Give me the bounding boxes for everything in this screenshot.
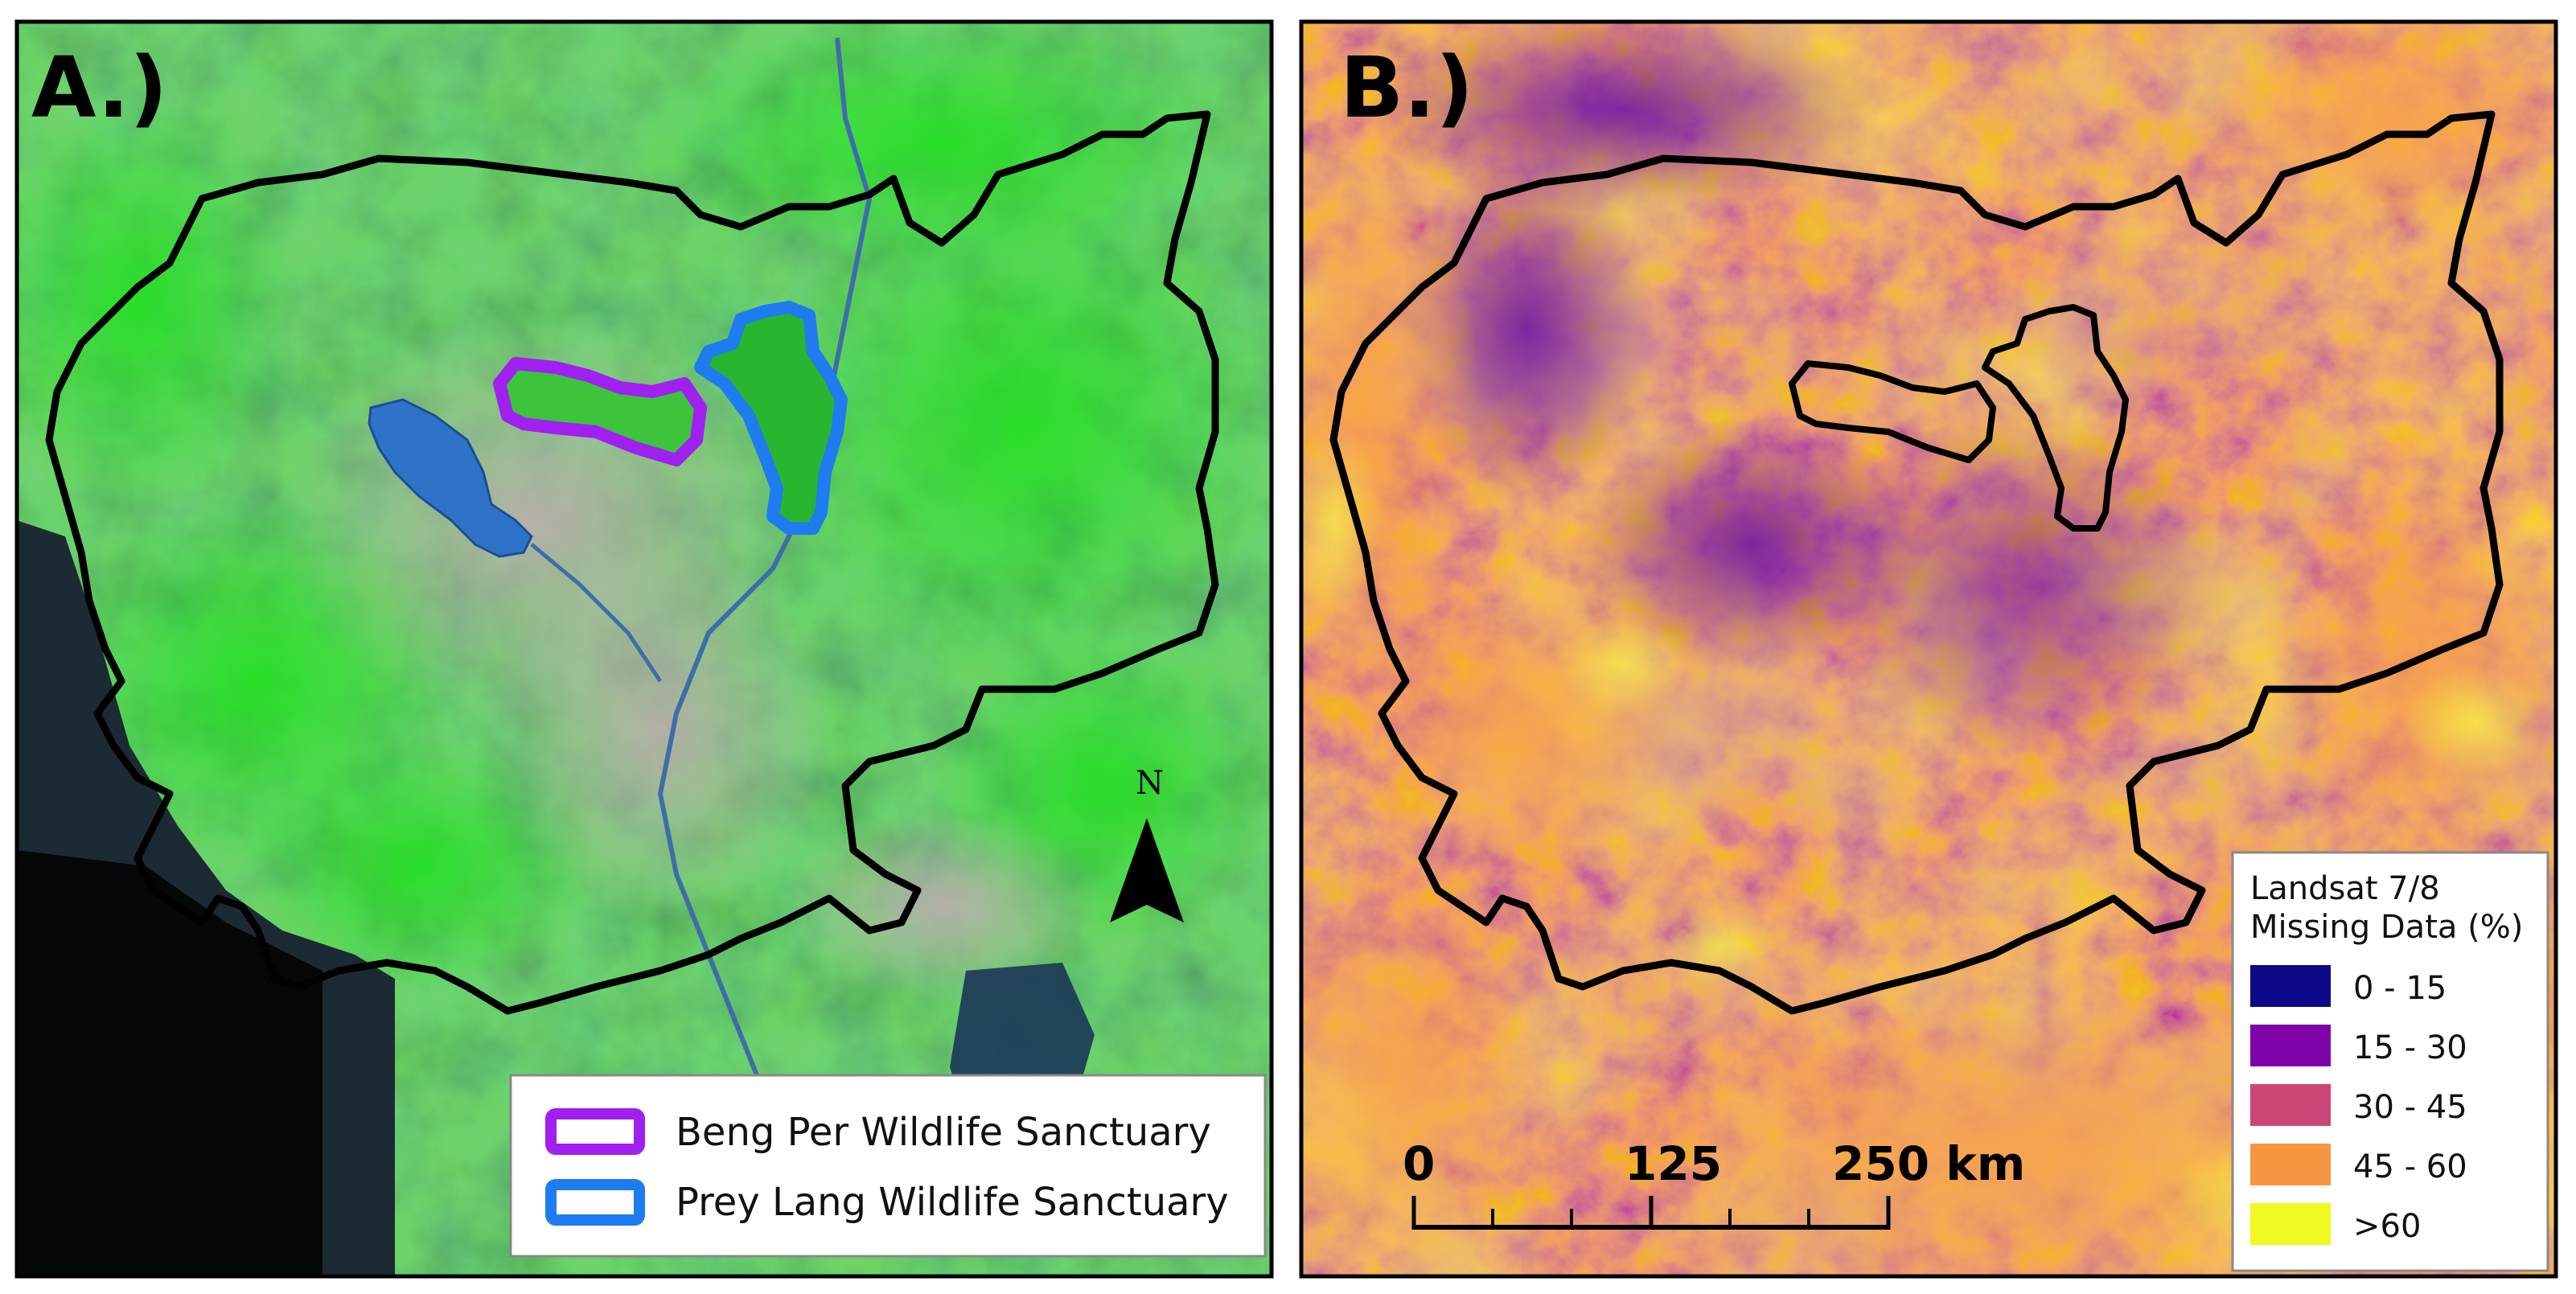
legend-swatch-2 [2250, 1084, 2331, 1126]
legend-item-beng-per: Beng Per Wildlife Sanctuary [545, 1108, 1211, 1155]
scale-bar: 0 125 250 km [1403, 1136, 2025, 1230]
legend-swatch-0 [2250, 965, 2331, 1007]
legend-swatch-1 [2250, 1025, 2331, 1066]
panel-a: A.) N Beng Per Wildlife Sanctuary Prey L… [14, 19, 1274, 1279]
legend-title-line1: Landsat 7/8 [2250, 870, 2440, 907]
beng-per-label: Beng Per Wildlife Sanctuary [676, 1110, 1211, 1155]
scale-label-125: 125 [1625, 1136, 1722, 1191]
legend-title-line2: Missing Data (%) [2250, 909, 2523, 946]
mekong-river [657, 37, 873, 1197]
north-arrow: N [1110, 765, 1184, 922]
legend-class-label-3: 45 - 60 [2353, 1148, 2467, 1185]
legend-class-0: 0 - 15 [2250, 965, 2447, 1007]
legend-class-2: 30 - 45 [2250, 1084, 2467, 1126]
legend-class-label-1: 15 - 30 [2353, 1029, 2467, 1066]
legend-class-1: 15 - 30 [2250, 1025, 2467, 1066]
beng-per-swatch [545, 1108, 645, 1155]
tonle-sap-lake [368, 398, 533, 558]
north-arrow-icon [1110, 818, 1184, 922]
legend-a: Beng Per Wildlife Sanctuary Prey Lang Wi… [509, 1074, 1267, 1258]
scale-label-250: 250 km [1832, 1136, 2025, 1191]
legend-class-4: >60 [2250, 1203, 2421, 1245]
north-label: N [1136, 765, 1164, 802]
legend-class-label-4: >60 [2353, 1208, 2421, 1245]
legend-b: Landsat 7/8 Missing Data (%) 0 - 15 15 - … [2231, 851, 2549, 1272]
scale-label-0: 0 [1403, 1136, 1435, 1191]
legend-classes: 0 - 15 15 - 30 30 - 45 45 - 60 >60 [2250, 965, 2467, 1245]
legend-class-3: 45 - 60 [2250, 1144, 2467, 1185]
legend-class-label-2: 30 - 45 [2353, 1089, 2467, 1126]
prey-lang-label: Prey Lang Wildlife Sanctuary [676, 1180, 1229, 1225]
panel-a-label: A.) [31, 39, 167, 137]
legend-item-prey-lang: Prey Lang Wildlife Sanctuary [545, 1179, 1229, 1226]
legend-swatch-4 [2250, 1203, 2331, 1245]
panel-b-label: B.) [1340, 39, 1473, 137]
legend-swatch-3 [2250, 1144, 2331, 1185]
legend-class-label-0: 0 - 15 [2353, 970, 2447, 1007]
panel-b: B.) 0 125 250 km Landsat 7/8 Missing Dat… [1299, 19, 2558, 1279]
prey-lang-swatch [545, 1179, 645, 1226]
